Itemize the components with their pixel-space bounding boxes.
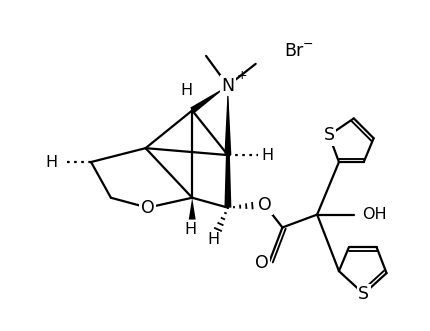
Text: H: H: [180, 83, 192, 98]
Text: O: O: [141, 199, 154, 217]
Text: H: H: [261, 148, 273, 163]
Text: H: H: [184, 222, 196, 237]
Text: S: S: [323, 126, 335, 144]
Polygon shape: [224, 86, 231, 155]
Text: O: O: [255, 254, 268, 272]
Text: Br: Br: [284, 42, 304, 60]
Polygon shape: [190, 86, 228, 113]
Text: H: H: [207, 232, 219, 247]
Text: N: N: [221, 77, 234, 95]
Polygon shape: [189, 198, 196, 219]
Text: −: −: [303, 37, 313, 51]
Text: +: +: [237, 69, 247, 82]
Text: O: O: [258, 196, 271, 214]
Text: H: H: [45, 155, 58, 169]
Text: S: S: [358, 285, 369, 303]
Text: OH: OH: [362, 207, 387, 222]
Polygon shape: [224, 86, 231, 208]
